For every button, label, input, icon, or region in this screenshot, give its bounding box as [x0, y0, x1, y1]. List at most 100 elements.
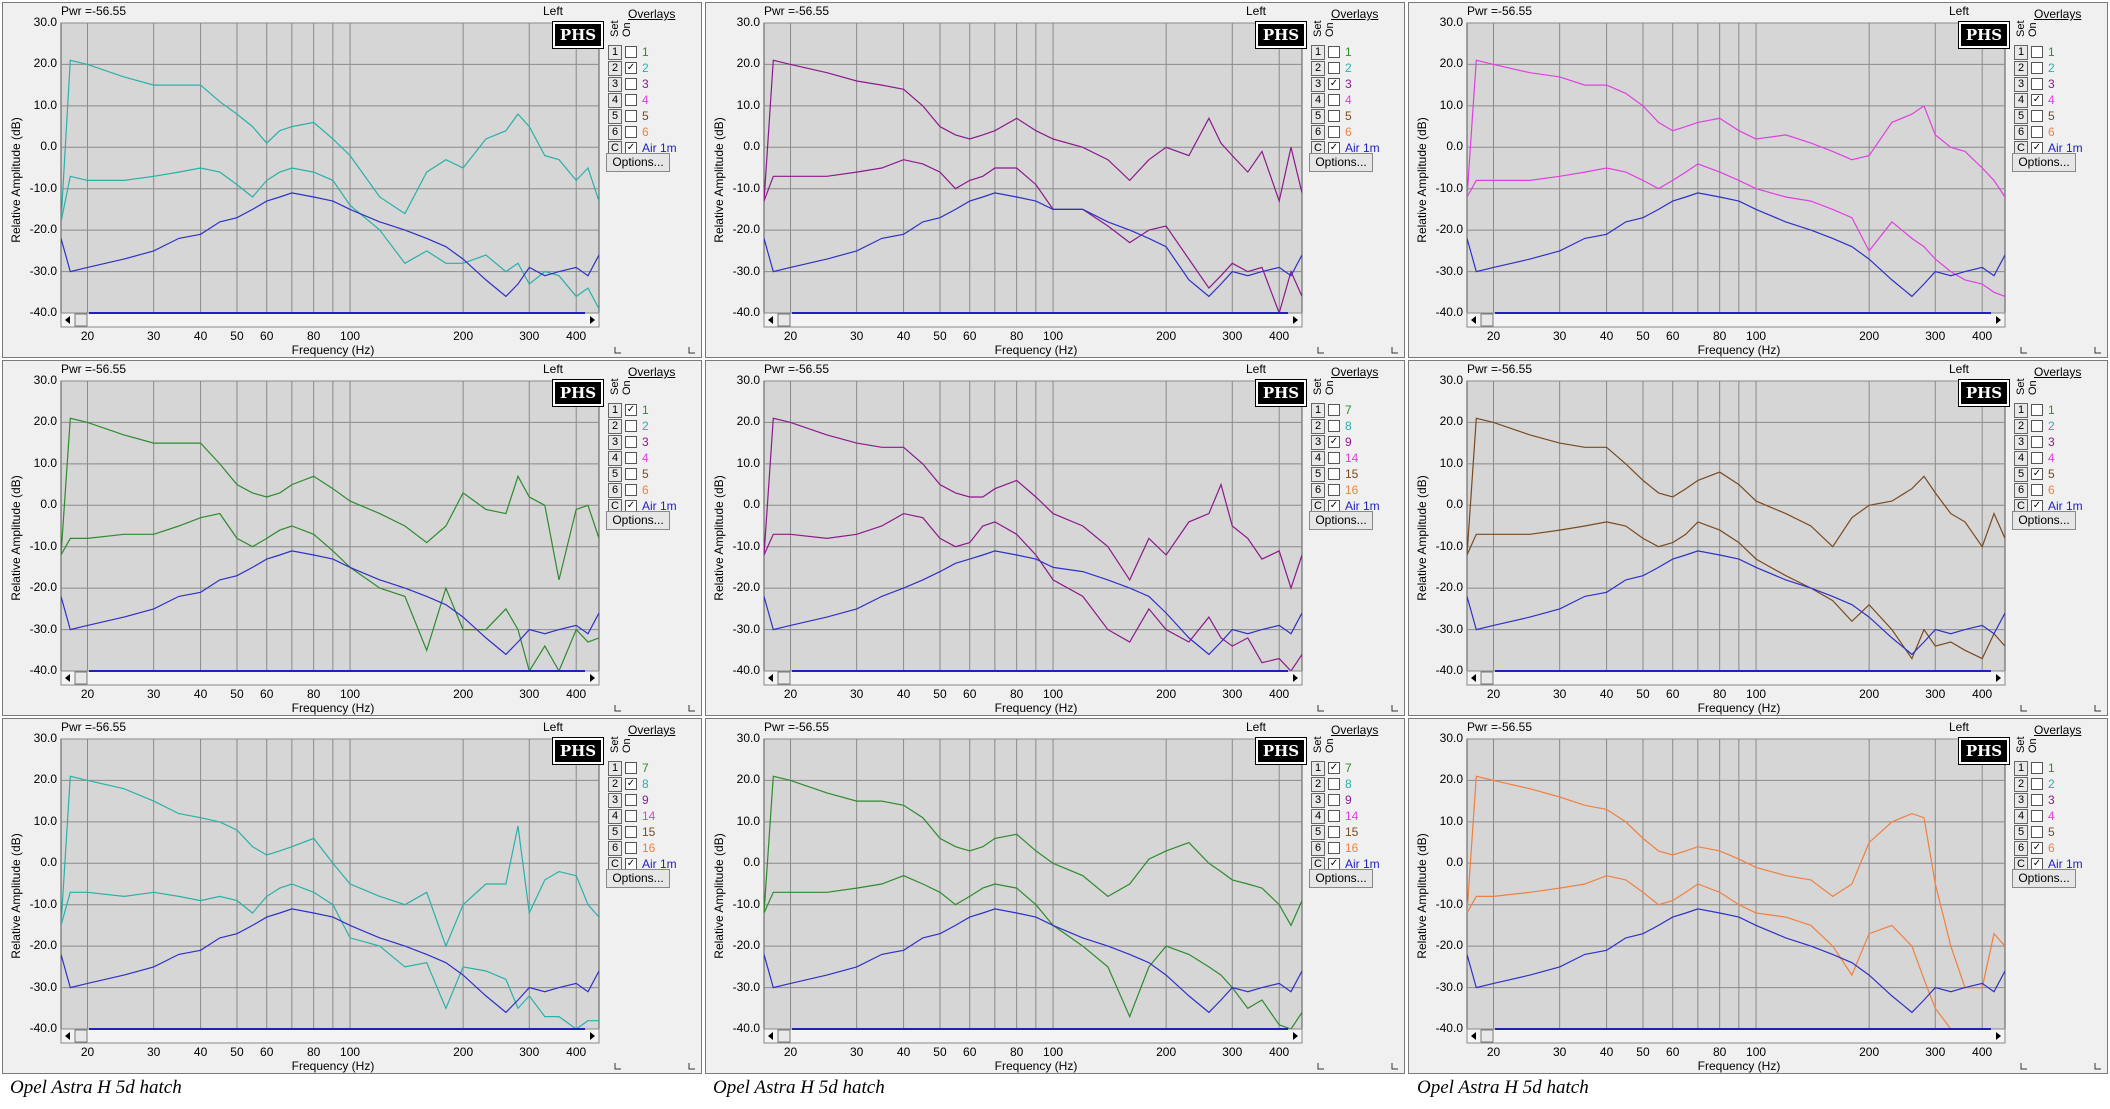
- overlay-checkbox[interactable]: [2031, 810, 2043, 822]
- set-button[interactable]: 6: [2014, 841, 2028, 856]
- scrollbar-track[interactable]: [1466, 1028, 2006, 1044]
- set-button[interactable]: 1: [608, 403, 622, 418]
- set-button[interactable]: 5: [608, 825, 622, 840]
- overlay-checkbox[interactable]: [2031, 436, 2043, 448]
- set-button[interactable]: 6: [1311, 125, 1325, 140]
- scroll-thumb[interactable]: [777, 313, 791, 327]
- overlay-checkbox[interactable]: [625, 46, 637, 58]
- set-button[interactable]: 5: [1311, 467, 1325, 482]
- overlay-checkbox[interactable]: [2031, 46, 2043, 58]
- set-button[interactable]: 3: [1311, 435, 1325, 450]
- set-button[interactable]: 3: [1311, 77, 1325, 92]
- set-button[interactable]: 4: [1311, 93, 1325, 108]
- overlay-checkbox[interactable]: [625, 78, 637, 90]
- resize-grip-icon[interactable]: [2094, 1063, 2101, 1070]
- scrollbar-track[interactable]: [763, 670, 1303, 686]
- set-button[interactable]: 2: [1311, 419, 1325, 434]
- set-button[interactable]: 1: [608, 45, 622, 60]
- resize-grip-icon[interactable]: [688, 1063, 695, 1070]
- overlay-checkbox[interactable]: [2031, 794, 2043, 806]
- scroll-left-icon[interactable]: [768, 316, 773, 324]
- resize-grip-icon[interactable]: [1391, 1063, 1398, 1070]
- set-button[interactable]: 2: [1311, 61, 1325, 76]
- set-button[interactable]: 2: [1311, 777, 1325, 792]
- overlay-checkbox[interactable]: [625, 484, 637, 496]
- overlay-checkbox[interactable]: [2031, 110, 2043, 122]
- overlay-checkbox[interactable]: [2031, 778, 2043, 790]
- set-button[interactable]: 4: [608, 93, 622, 108]
- overlay-checkbox[interactable]: ✓: [2031, 842, 2043, 854]
- set-button[interactable]: 4: [1311, 809, 1325, 824]
- set-button[interactable]: 4: [2014, 451, 2028, 466]
- overlay-checkbox[interactable]: [625, 810, 637, 822]
- scrollbar-track[interactable]: [1466, 312, 2006, 328]
- scroll-left-icon[interactable]: [1471, 316, 1476, 324]
- set-button[interactable]: 3: [2014, 793, 2028, 808]
- overlay-checkbox[interactable]: [2031, 62, 2043, 74]
- set-button[interactable]: 1: [2014, 403, 2028, 418]
- overlay-checkbox[interactable]: ✓: [1328, 762, 1340, 774]
- scroll-right-icon[interactable]: [590, 316, 595, 324]
- scroll-thumb[interactable]: [1480, 671, 1494, 685]
- overlay-checkbox[interactable]: [1328, 420, 1340, 432]
- options-button[interactable]: Options...: [2012, 511, 2076, 530]
- overlay-checkbox[interactable]: [2031, 826, 2043, 838]
- overlay-checkbox[interactable]: [1328, 810, 1340, 822]
- set-button[interactable]: 3: [2014, 77, 2028, 92]
- set-button[interactable]: 4: [608, 451, 622, 466]
- overlay-checkbox[interactable]: ✓: [2031, 468, 2043, 480]
- set-button[interactable]: 2: [2014, 419, 2028, 434]
- overlay-checkbox[interactable]: [1328, 826, 1340, 838]
- resize-grip-icon[interactable]: [1391, 705, 1398, 712]
- scroll-right-icon[interactable]: [1293, 1032, 1298, 1040]
- set-button[interactable]: 3: [608, 435, 622, 450]
- set-button[interactable]: 5: [2014, 467, 2028, 482]
- set-button[interactable]: 6: [1311, 841, 1325, 856]
- overlay-checkbox[interactable]: [2031, 762, 2043, 774]
- set-button[interactable]: 2: [2014, 61, 2028, 76]
- set-button[interactable]: 1: [608, 761, 622, 776]
- scroll-right-icon[interactable]: [1996, 316, 2001, 324]
- set-button[interactable]: 5: [1311, 825, 1325, 840]
- overlay-checkbox[interactable]: [625, 794, 637, 806]
- overlay-checkbox[interactable]: [1328, 452, 1340, 464]
- scrollbar-track[interactable]: [60, 1028, 600, 1044]
- set-button[interactable]: 4: [608, 809, 622, 824]
- overlay-checkbox[interactable]: ✓: [625, 778, 637, 790]
- scroll-thumb[interactable]: [74, 671, 88, 685]
- scroll-right-icon[interactable]: [1293, 674, 1298, 682]
- overlay-checkbox[interactable]: [625, 826, 637, 838]
- scrollbar-track[interactable]: [1466, 670, 2006, 686]
- set-button[interactable]: 6: [2014, 483, 2028, 498]
- overlay-checkbox[interactable]: [625, 110, 637, 122]
- overlay-checkbox[interactable]: [1328, 468, 1340, 480]
- options-button[interactable]: Options...: [606, 511, 670, 530]
- scrollbar-track[interactable]: [60, 670, 600, 686]
- set-button[interactable]: 1: [2014, 45, 2028, 60]
- scroll-left-icon[interactable]: [65, 1032, 70, 1040]
- set-button[interactable]: 1: [2014, 761, 2028, 776]
- scroll-left-icon[interactable]: [65, 316, 70, 324]
- scroll-thumb[interactable]: [1480, 313, 1494, 327]
- set-button[interactable]: 5: [608, 109, 622, 124]
- overlay-checkbox[interactable]: ✓: [625, 62, 637, 74]
- overlay-checkbox[interactable]: ✓: [1328, 78, 1340, 90]
- scrollbar-track[interactable]: [763, 312, 1303, 328]
- set-button[interactable]: 1: [1311, 45, 1325, 60]
- overlay-checkbox[interactable]: [1328, 484, 1340, 496]
- set-button[interactable]: 5: [1311, 109, 1325, 124]
- resize-grip-icon[interactable]: [688, 705, 695, 712]
- scroll-right-icon[interactable]: [590, 1032, 595, 1040]
- scrollbar-track[interactable]: [60, 312, 600, 328]
- set-button[interactable]: 3: [1311, 793, 1325, 808]
- overlay-checkbox[interactable]: [625, 126, 637, 138]
- options-button[interactable]: Options...: [1309, 869, 1373, 888]
- scroll-thumb[interactable]: [777, 671, 791, 685]
- resize-grip-icon[interactable]: [2094, 347, 2101, 354]
- overlay-checkbox[interactable]: [1328, 404, 1340, 416]
- set-button[interactable]: 3: [2014, 435, 2028, 450]
- options-button[interactable]: Options...: [2012, 869, 2076, 888]
- set-button[interactable]: 5: [2014, 825, 2028, 840]
- overlay-checkbox[interactable]: ✓: [2031, 94, 2043, 106]
- set-button[interactable]: 3: [608, 77, 622, 92]
